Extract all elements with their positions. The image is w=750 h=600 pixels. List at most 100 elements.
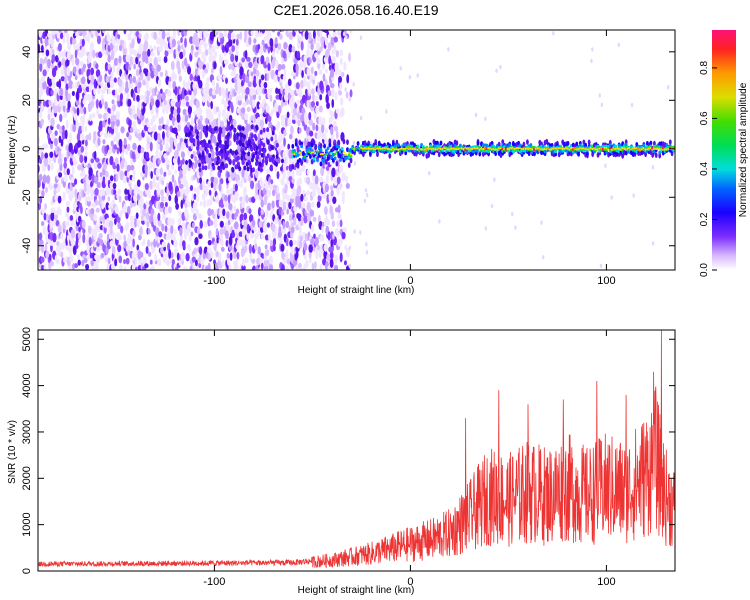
spectrogram-cell — [251, 153, 255, 159]
spectrogram-cell — [108, 220, 114, 229]
spectrogram-cell — [136, 244, 140, 251]
spectrogram-cell — [325, 93, 329, 104]
spectrogram-cell — [78, 84, 83, 94]
spectrogram-cell — [267, 189, 272, 197]
spectrogram-cell — [49, 219, 54, 229]
spectrogram-cell — [56, 30, 60, 39]
spectrogram-cell — [206, 198, 210, 208]
spectrogram-cell — [101, 199, 105, 210]
spectrogram-cell — [266, 202, 272, 211]
spectrogram-cell — [335, 50, 339, 58]
spectrogram-cell — [60, 76, 65, 82]
spectrogram-cell — [125, 60, 130, 71]
spectrogram-cell — [591, 151, 595, 158]
spectrogram-cell — [244, 30, 248, 39]
spectrogram-cell — [128, 134, 132, 141]
spectrogram-cell — [313, 23, 316, 28]
spectrogram-cell — [207, 262, 211, 270]
spectrogram-cell — [93, 240, 98, 248]
spectrogram-cell — [281, 263, 285, 270]
colorbar-tick-label: 0.2 — [699, 212, 710, 226]
spectrogram-cell — [352, 140, 356, 146]
spectrogram-cell — [335, 130, 339, 139]
spectrogram-cell — [124, 195, 129, 201]
spectrogram-cell — [215, 146, 219, 152]
spectrogram-cell — [43, 143, 48, 150]
spectrogram-cell — [109, 155, 114, 166]
spectrogram-cell — [291, 178, 295, 184]
spectrogram-cell — [306, 48, 310, 59]
spectrogram-cell — [191, 222, 195, 228]
spectrogram-cell — [240, 155, 244, 161]
spectrogram-cell — [42, 174, 47, 184]
spectrogram-cell — [113, 57, 119, 66]
spectrogram-cell — [255, 183, 259, 190]
spectrogram-cell — [209, 144, 213, 150]
spectrogram-cell — [316, 158, 319, 163]
spectrogram-cell — [233, 251, 237, 260]
spectrogram-cell — [139, 94, 145, 101]
spectrogram-cell — [277, 42, 282, 51]
spectrogram-cell — [575, 141, 579, 147]
spectrogram-cell — [168, 79, 171, 89]
spectrogram-cell — [212, 165, 216, 171]
spectrogram-cell — [337, 204, 341, 214]
spectrogram-cell — [256, 101, 261, 110]
spectrogram-cell — [90, 207, 95, 215]
spectrogram-cell — [148, 136, 153, 143]
spectrogram-cell — [191, 193, 195, 202]
spectrogram-cell — [285, 220, 290, 229]
spectrogram-cell — [118, 255, 123, 264]
spectrogram-cell — [490, 203, 494, 209]
spectrogram-cell — [188, 90, 192, 96]
spectrogram-cell — [264, 234, 269, 241]
spectrogram-cell — [40, 256, 45, 263]
spectrogram-cell — [298, 199, 302, 209]
spectrogram-cell — [142, 238, 146, 246]
spectrogram-cell — [161, 241, 167, 248]
spectrogram-cell — [522, 141, 526, 148]
spectrogram-cell — [239, 66, 244, 76]
spectrogram-cell — [104, 62, 109, 72]
spectrogram-cell — [245, 86, 250, 95]
spectrogram-cell — [227, 194, 231, 204]
snr-xlabel: Height of straight line (km) — [298, 585, 415, 596]
spectrogram-cell — [64, 129, 68, 140]
spectrogram-cell — [147, 228, 151, 235]
spectrogram-cell — [79, 60, 84, 67]
spectrogram-cell — [216, 236, 220, 244]
spectrogram-cell — [476, 140, 480, 146]
spectrogram-cell — [228, 202, 233, 211]
spectrogram-cell — [205, 117, 209, 126]
spectrogram-cell — [69, 106, 73, 113]
spectrogram-cell — [363, 198, 367, 203]
spectrogram-cell — [75, 118, 79, 128]
spectrogram-cell — [207, 252, 212, 261]
spectrogram-cell — [254, 161, 258, 167]
spectrogram-cell — [299, 35, 304, 42]
spectrogram-cell — [204, 93, 208, 100]
spectrogram-cell — [177, 44, 181, 52]
spectrogram-cell — [90, 158, 95, 164]
spectrogram-cell — [221, 144, 225, 150]
spectrogram-cell — [54, 194, 59, 202]
spectrogram-cell — [176, 60, 181, 70]
spectrogram-cell — [215, 160, 219, 166]
spectrogram-cell — [339, 57, 343, 66]
spectrogram-cell — [416, 144, 420, 148]
spectrogram-cell — [150, 265, 155, 270]
spectrogram-cell — [224, 230, 230, 240]
spectrogram-cell — [237, 98, 242, 106]
spectrogram-cell — [220, 148, 224, 154]
spectrogram-cell — [319, 30, 323, 38]
spectrogram-cell — [342, 226, 348, 233]
spectrogram-cell — [65, 211, 69, 219]
spectrogram-cell — [630, 102, 634, 108]
spectrogram-cell — [144, 164, 148, 174]
spectrogram-cell — [125, 148, 129, 156]
spectrogram-cell — [140, 60, 145, 67]
spectrogram-cell — [328, 166, 332, 175]
spectrogram-cell — [99, 172, 103, 178]
spectrogram-cell — [624, 142, 628, 147]
